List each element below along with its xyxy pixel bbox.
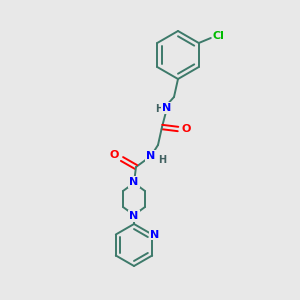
Text: O: O: [109, 150, 119, 160]
Text: O: O: [181, 124, 191, 134]
Text: N: N: [129, 211, 139, 221]
Text: N: N: [129, 177, 139, 187]
Text: N: N: [162, 103, 172, 113]
Text: H: H: [155, 104, 163, 114]
Text: H: H: [158, 155, 166, 165]
Text: N: N: [146, 151, 156, 161]
Text: N: N: [150, 230, 159, 239]
Text: Cl: Cl: [213, 31, 225, 41]
